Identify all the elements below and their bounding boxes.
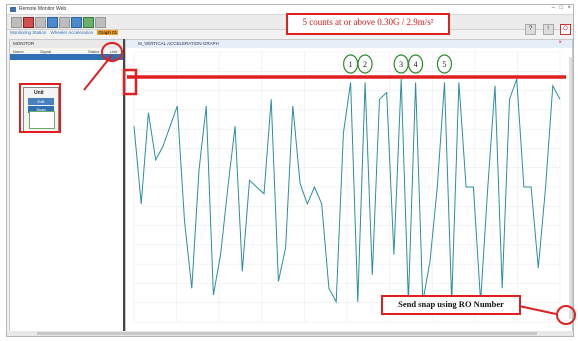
breadcrumb-item[interactable]: Monitoring Station: [10, 30, 47, 35]
alert-icon[interactable]: !: [542, 24, 554, 35]
column-header[interactable]: Status: [88, 49, 100, 54]
save-icon[interactable]: [47, 17, 58, 28]
headline-callout: 5 counts at or above 0.30G / 2.9m/s²: [286, 13, 450, 35]
settings-icon[interactable]: [95, 17, 106, 28]
peak-label: 4: [414, 60, 418, 69]
table-row-selected[interactable]: [10, 54, 123, 60]
scrollbar-track[interactable]: [37, 332, 537, 335]
chart-grid: [133, 51, 561, 323]
column-headers: Name Signal Status Unit: [10, 48, 123, 54]
threshold-marker-box: [122, 68, 138, 96]
snap-button-highlight: [556, 305, 576, 325]
panel-header: MONITOR: [10, 40, 123, 48]
peak-label: 1: [349, 60, 353, 69]
headline-text: 5 counts at or above 0.30G / 2.9m/s²: [302, 17, 434, 27]
minimize-button[interactable]: –: [551, 5, 555, 11]
chart-tab[interactable]: M_VERTICAL ACCELERATION GRAPH ×: [126, 40, 572, 48]
popup-item-snap[interactable]: Snap: [28, 106, 54, 113]
peak-markers: 1 2 3 4 5: [343, 54, 453, 74]
popup-title: Unit: [34, 90, 44, 96]
breadcrumb-item[interactable]: Wheeler Acceleration: [50, 30, 94, 35]
peak-label: 2: [363, 60, 367, 69]
column-header[interactable]: Name: [13, 49, 24, 54]
acceleration-trace: [133, 78, 561, 304]
horizontal-scrollbar[interactable]: [7, 331, 573, 336]
panel-title: MONITOR: [13, 41, 35, 46]
snap-text: Send snap using RO Number: [398, 299, 504, 309]
peak-circle: [407, 54, 424, 74]
breadcrumb-item-current[interactable]: Graph 01: [97, 30, 119, 35]
home-icon[interactable]: [11, 17, 22, 28]
chart-tab-label: M_VERTICAL ACCELERATION GRAPH: [138, 41, 219, 46]
stop-icon[interactable]: [23, 17, 34, 28]
snap-preview-icon: [29, 111, 55, 129]
column-header[interactable]: Unit: [110, 49, 118, 54]
snap-callout: Send snap using RO Number: [381, 295, 521, 315]
toolbar-right-icons: ? ! O: [523, 17, 571, 35]
peak-circle: [436, 54, 453, 74]
app-icon: [10, 7, 16, 12]
print-icon[interactable]: [59, 17, 70, 28]
panel-splitter[interactable]: [123, 39, 125, 333]
snap-arrow: [518, 305, 557, 315]
open-icon[interactable]: [35, 17, 46, 28]
close-icon[interactable]: ×: [558, 40, 562, 46]
close-button[interactable]: ×: [567, 5, 571, 11]
breadcrumb: Monitoring Station Wheeler Acceleration …: [7, 30, 573, 37]
monitor-icon[interactable]: [71, 17, 82, 28]
help-icon[interactable]: ?: [525, 24, 537, 35]
popup-item-edit[interactable]: Edit: [28, 98, 54, 105]
maximize-button[interactable]: □: [559, 5, 563, 11]
peak-label: 5: [442, 60, 446, 69]
power-icon[interactable]: O: [560, 24, 571, 35]
column-header[interactable]: Signal: [40, 49, 52, 54]
chart-icon[interactable]: [83, 17, 94, 28]
app-title: Remote Monitor Web: [19, 6, 67, 12]
popup-highlight-box: [19, 83, 61, 133]
peak-circle: [357, 54, 373, 74]
vertical-scrollbar[interactable]: [569, 57, 572, 319]
peak-label: 3: [399, 60, 403, 69]
unit-column-highlight: [101, 42, 123, 62]
